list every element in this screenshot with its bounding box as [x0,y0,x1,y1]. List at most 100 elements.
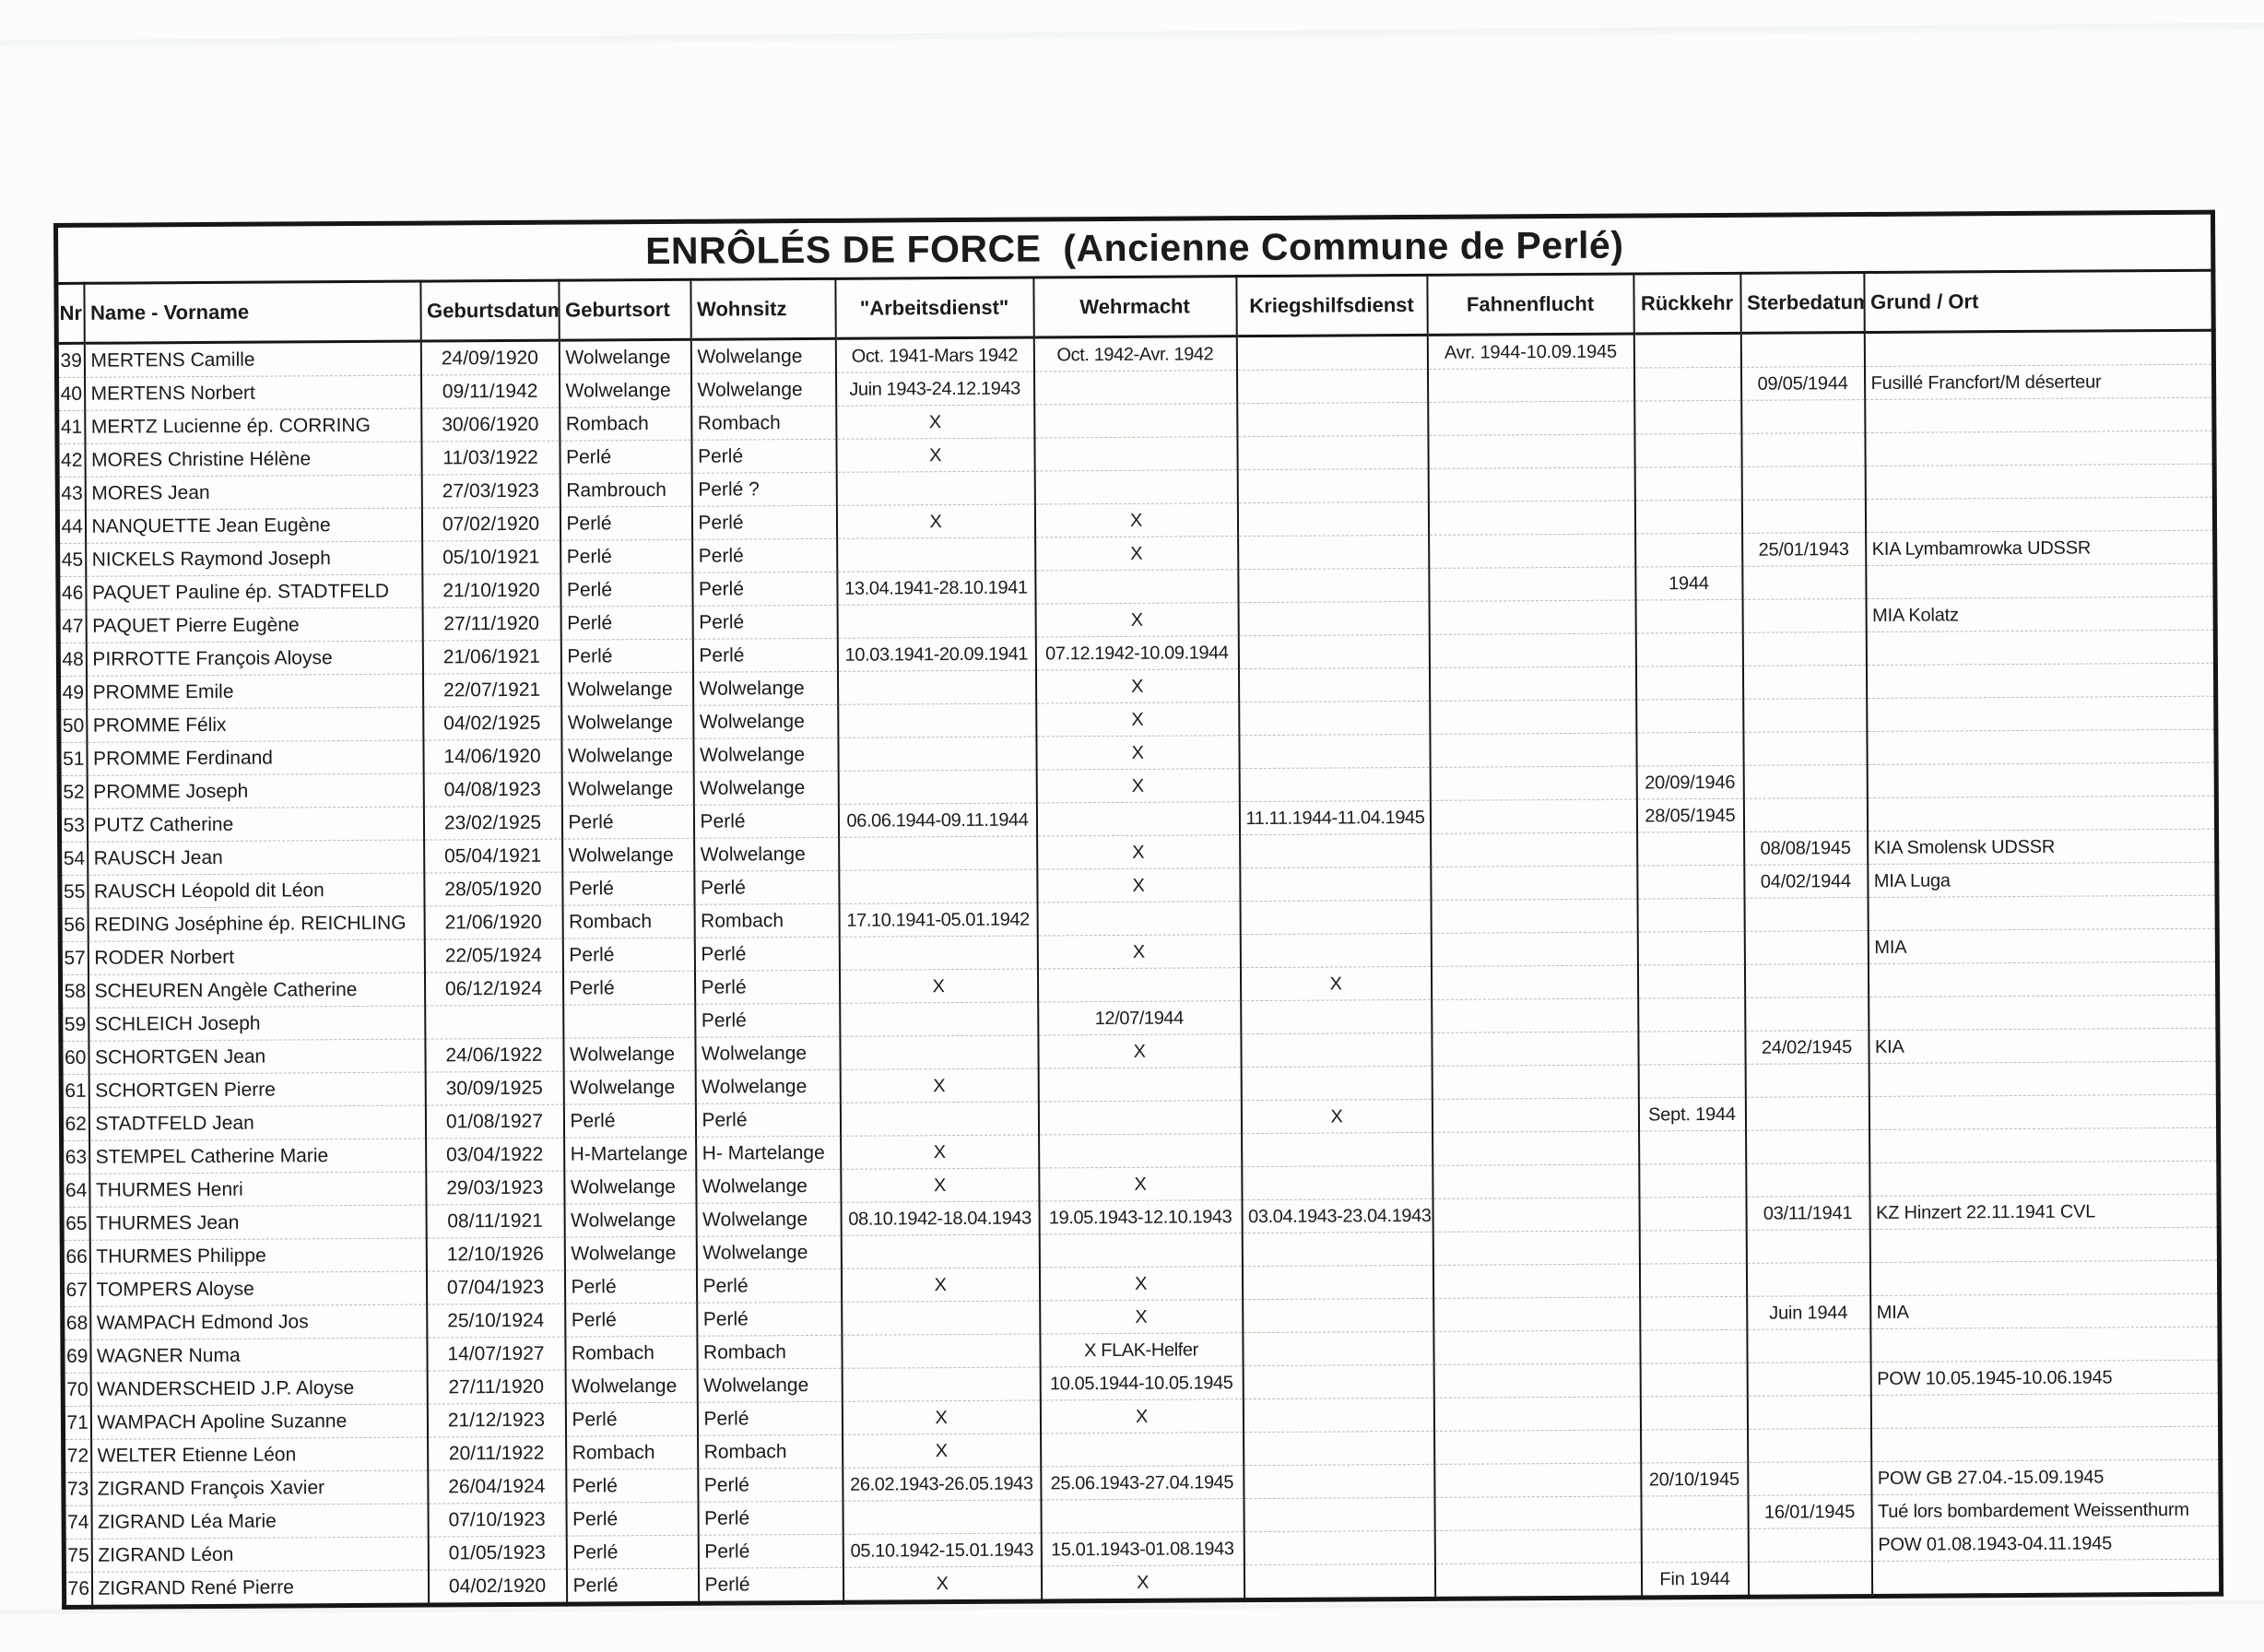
cell-grund [1869,1227,2220,1263]
cell-arbeitsdienst: X [840,1167,1040,1203]
cell-sterbedatum [1745,1162,1869,1198]
cell-geburtsdatum: 05/04/1921 [423,839,562,874]
cell-rueckkehr [1636,865,1745,900]
cell-grund: MIA [1869,1293,2221,1329]
cell-kriegshilfsdienst [1238,601,1430,636]
cell-arbeitsdienst [837,702,1036,738]
cell-arbeitsdienst: 10.03.1941-20.09.1941 [837,637,1036,672]
cell-wehrmacht: X [1038,1166,1242,1201]
cell-geburtsort: Wolwelange [560,672,693,707]
cell-wohnsitz: Rombach [696,1335,843,1370]
cell-kriegshilfsdienst [1239,767,1431,802]
cell-grund [1868,895,2218,931]
cell-kriegshilfsdienst [1241,1132,1433,1167]
cell-wohnsitz: Wolwelange [697,1368,843,1403]
cell-wehrmacht [1034,569,1239,605]
cell-name: PROMME Joseph [87,773,424,809]
cell-sterbedatum [1745,1129,1869,1164]
cell-geburtsdatum: 01/08/1927 [425,1104,564,1139]
table-container: ENRÔLÉS DE FORCE (Ancienne Commune de Pe… [53,209,2226,1610]
cell-grund [1870,1426,2221,1462]
cell-arbeitsdienst [841,1300,1040,1336]
cell-kriegshilfsdienst [1242,1331,1434,1366]
cell-nr: 66 [62,1240,90,1274]
cell-name: SCHEUREN Angèle Catherine [88,973,425,1009]
cell-kriegshilfsdienst [1238,634,1430,669]
cell-arbeitsdienst: Oct. 1941-Mars 1942 [835,337,1034,373]
cell-name: MERTZ Lucienne ép. CORRING [84,408,421,444]
cell-fahnenflucht [1432,1131,1639,1166]
cell-wohnsitz: Perlé [698,1534,843,1569]
cell-sterbedatum: 09/05/1944 [1740,366,1865,401]
cell-grund [1864,397,2215,433]
cell-nr: 55 [59,875,88,909]
cell-wehrmacht: X [1036,768,1240,803]
cell-fahnenflucht [1433,1463,1641,1498]
cell-wohnsitz: Wolwelange [690,372,836,407]
cell-nr: 63 [61,1140,89,1174]
cell-wohnsitz: Wolwelange [696,1202,842,1237]
cell-arbeitsdienst [836,471,1035,506]
cell-sterbedatum [1740,399,1865,434]
cell-geburtsdatum: 23/02/1925 [423,806,562,841]
cell-arbeitsdienst [838,868,1038,904]
cell-geburtsdatum: 06/12/1924 [424,972,563,1007]
cell-geburtsdatum: 25/10/1924 [426,1304,565,1339]
cell-geburtsort: Rombach [565,1435,698,1470]
cell-sterbedatum [1740,332,1865,368]
cell-geburtsdatum: 01/05/1923 [428,1536,567,1571]
cell-wohnsitz: Perlé [696,1268,842,1304]
cell-kriegshilfsdienst [1241,1066,1433,1101]
cell-arbeitsdienst [839,1001,1038,1037]
cell-geburtsort: Perlé [565,1469,698,1504]
cell-wohnsitz: Perlé [691,572,838,607]
cell-name: WELTER Etienne Léon [90,1437,428,1473]
cell-grund [1869,1260,2220,1296]
cell-wehrmacht [1036,801,1240,836]
cell-fahnenflucht [1427,401,1634,436]
cell-nr: 48 [58,643,87,677]
cell-fahnenflucht [1433,1430,1641,1465]
cell-nr: 51 [58,742,88,776]
column-header-grund: Grund / Ort [1863,270,2214,333]
cell-wehrmacht [1037,901,1241,936]
cell-arbeitsdienst: X [836,504,1035,539]
cell-wehrmacht: X [1037,934,1241,969]
cell-wehrmacht: X [1034,536,1238,572]
cell-geburtsort: Perlé [563,1103,696,1139]
cell-geburtsort: Perlé [564,1269,697,1304]
cell-wehrmacht [1037,967,1241,1002]
cell-wehrmacht: 19.05.1943-12.10.1943 [1039,1199,1243,1234]
cell-fahnenflucht [1431,1032,1639,1067]
cell-sterbedatum [1743,797,1868,832]
cell-wohnsitz: Wolwelange [695,1069,841,1104]
cell-wohnsitz: Perlé [695,1103,841,1138]
cell-name: PAQUET Pauline ép. STADTFELD [85,574,423,610]
cell-arbeitsdienst: X [841,1267,1040,1303]
cell-nr: 41 [56,410,85,444]
cell-wohnsitz: Perlé [693,870,840,905]
cell-geburtsdatum: 14/06/1920 [422,739,562,774]
cell-sterbedatum: 24/02/1945 [1744,1030,1869,1065]
cell-nr: 76 [67,1577,90,1599]
cell-sterbedatum [1740,432,1866,467]
cell-geburtsdatum: 07/02/1920 [421,507,560,542]
cell-wohnsitz: Perlé [694,937,840,972]
cell-geburtsort: Wolwelange [560,705,693,740]
cell-name: RAUSCH Léopold dit Léon [87,873,425,909]
cell-geburtsort: Perlé [560,639,693,674]
cell-kriegshilfsdienst [1238,701,1430,736]
cell-wohnsitz: Perlé [690,439,837,474]
cell-wehrmacht: 10.05.1944-10.05.1945 [1040,1365,1244,1400]
cell-sterbedatum [1742,665,1867,700]
cell-nr: 50 [58,709,87,743]
cell-rueckkehr [1639,1329,1748,1364]
cell-rueckkehr [1638,1163,1746,1198]
cell-grund [1869,1161,2220,1197]
cell-fahnenflucht [1433,1496,1642,1531]
cell-arbeitsdienst: 06.06.1944-09.11.1944 [838,802,1037,838]
cell-name: PUTZ Catherine [87,807,424,843]
cell-arbeitsdienst: 17.10.1941-05.01.1942 [839,902,1038,938]
column-header-geburtsdatum: Geburtsdatum [419,280,560,342]
cell-rueckkehr: Fin 1944 [1641,1562,1749,1599]
